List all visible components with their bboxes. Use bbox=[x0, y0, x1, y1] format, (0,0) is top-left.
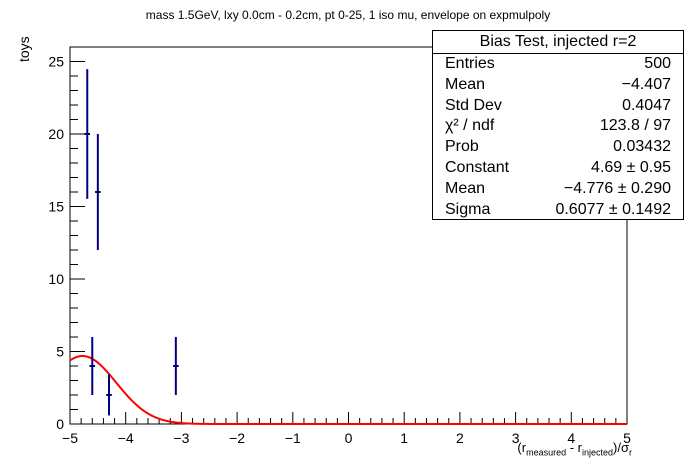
stats-label: χ² / ndf bbox=[445, 117, 495, 135]
stats-value: −4.407 bbox=[621, 75, 671, 93]
fit-curve bbox=[69, 354, 627, 425]
data-point bbox=[106, 374, 112, 416]
stats-value: 123.8 / 97 bbox=[599, 117, 671, 135]
stats-value: −4.776 ± 0.290 bbox=[563, 179, 671, 197]
y-tick-label: 20 bbox=[48, 126, 64, 142]
chart-title: mass 1.5GeV, lxy 0.0cm - 0.2cm, pt 0-25,… bbox=[145, 8, 551, 22]
stats-value: 500 bbox=[644, 55, 671, 72]
stats-label: Entries bbox=[445, 55, 495, 72]
x-tick-label: 4 bbox=[567, 430, 575, 446]
x-tick-label: −1 bbox=[285, 430, 301, 446]
y-axis-label: toys bbox=[16, 36, 32, 62]
y-tick-label: 0 bbox=[56, 416, 64, 432]
stats-row: Std Dev 0.4047 bbox=[433, 96, 683, 117]
x-tick-label: −3 bbox=[173, 430, 189, 446]
x-tick-label: −2 bbox=[229, 430, 245, 446]
stats-value: 4.69 ± 0.95 bbox=[591, 158, 671, 176]
stats-row: Sigma 0.6077 ± 0.1492 bbox=[433, 200, 683, 221]
stats-label: Mean bbox=[445, 75, 486, 93]
x-tick-label: −4 bbox=[118, 430, 134, 446]
stats-label: Std Dev bbox=[445, 96, 502, 114]
stats-row: Mean −4.776 ± 0.290 bbox=[433, 179, 683, 200]
x-tick-label: 3 bbox=[512, 430, 520, 446]
stats-header: Bias Test, injected r=2 bbox=[433, 31, 683, 54]
x-tick-label: 1 bbox=[400, 430, 408, 446]
stats-value: 0.4047 bbox=[622, 96, 671, 114]
y-tick-label: 10 bbox=[48, 271, 64, 287]
data-point bbox=[84, 69, 91, 199]
stats-label: Sigma bbox=[445, 200, 491, 218]
y-tick-label: 5 bbox=[56, 344, 64, 360]
y-tick-label: 15 bbox=[48, 199, 64, 215]
stats-value: 0.03432 bbox=[613, 138, 671, 156]
data-point bbox=[173, 337, 179, 395]
fit-curve-group bbox=[69, 354, 627, 425]
x-tick-label: −5 bbox=[62, 430, 78, 446]
x-tick-label: 0 bbox=[345, 430, 353, 446]
stats-value: 0.6077 ± 0.1492 bbox=[555, 200, 671, 218]
x-tick-label: 2 bbox=[456, 430, 464, 446]
stats-label: Mean bbox=[445, 179, 486, 197]
stats-box: Bias Test, injected r=2 Entries 500 Mean −4… bbox=[432, 30, 684, 220]
data-point bbox=[89, 337, 96, 395]
x-axis-label: (rmeasured - rinjected)/σr bbox=[517, 440, 632, 458]
x-tick-label: 5 bbox=[623, 430, 631, 446]
stats-row: χ² / ndf 123.8 / 97 bbox=[433, 116, 683, 137]
stats-row: Entries 500 bbox=[433, 54, 683, 75]
stats-label: Constant bbox=[445, 158, 510, 176]
stats-row: Constant 4.69 ± 0.95 bbox=[433, 158, 683, 179]
stats-row: Mean −4.407 bbox=[433, 75, 683, 96]
data-point bbox=[95, 134, 101, 250]
y-tick-label: 25 bbox=[48, 54, 64, 70]
stats-row: Prob 0.03432 bbox=[433, 137, 683, 158]
stats-label: Prob bbox=[445, 138, 479, 156]
data-points bbox=[84, 69, 179, 416]
